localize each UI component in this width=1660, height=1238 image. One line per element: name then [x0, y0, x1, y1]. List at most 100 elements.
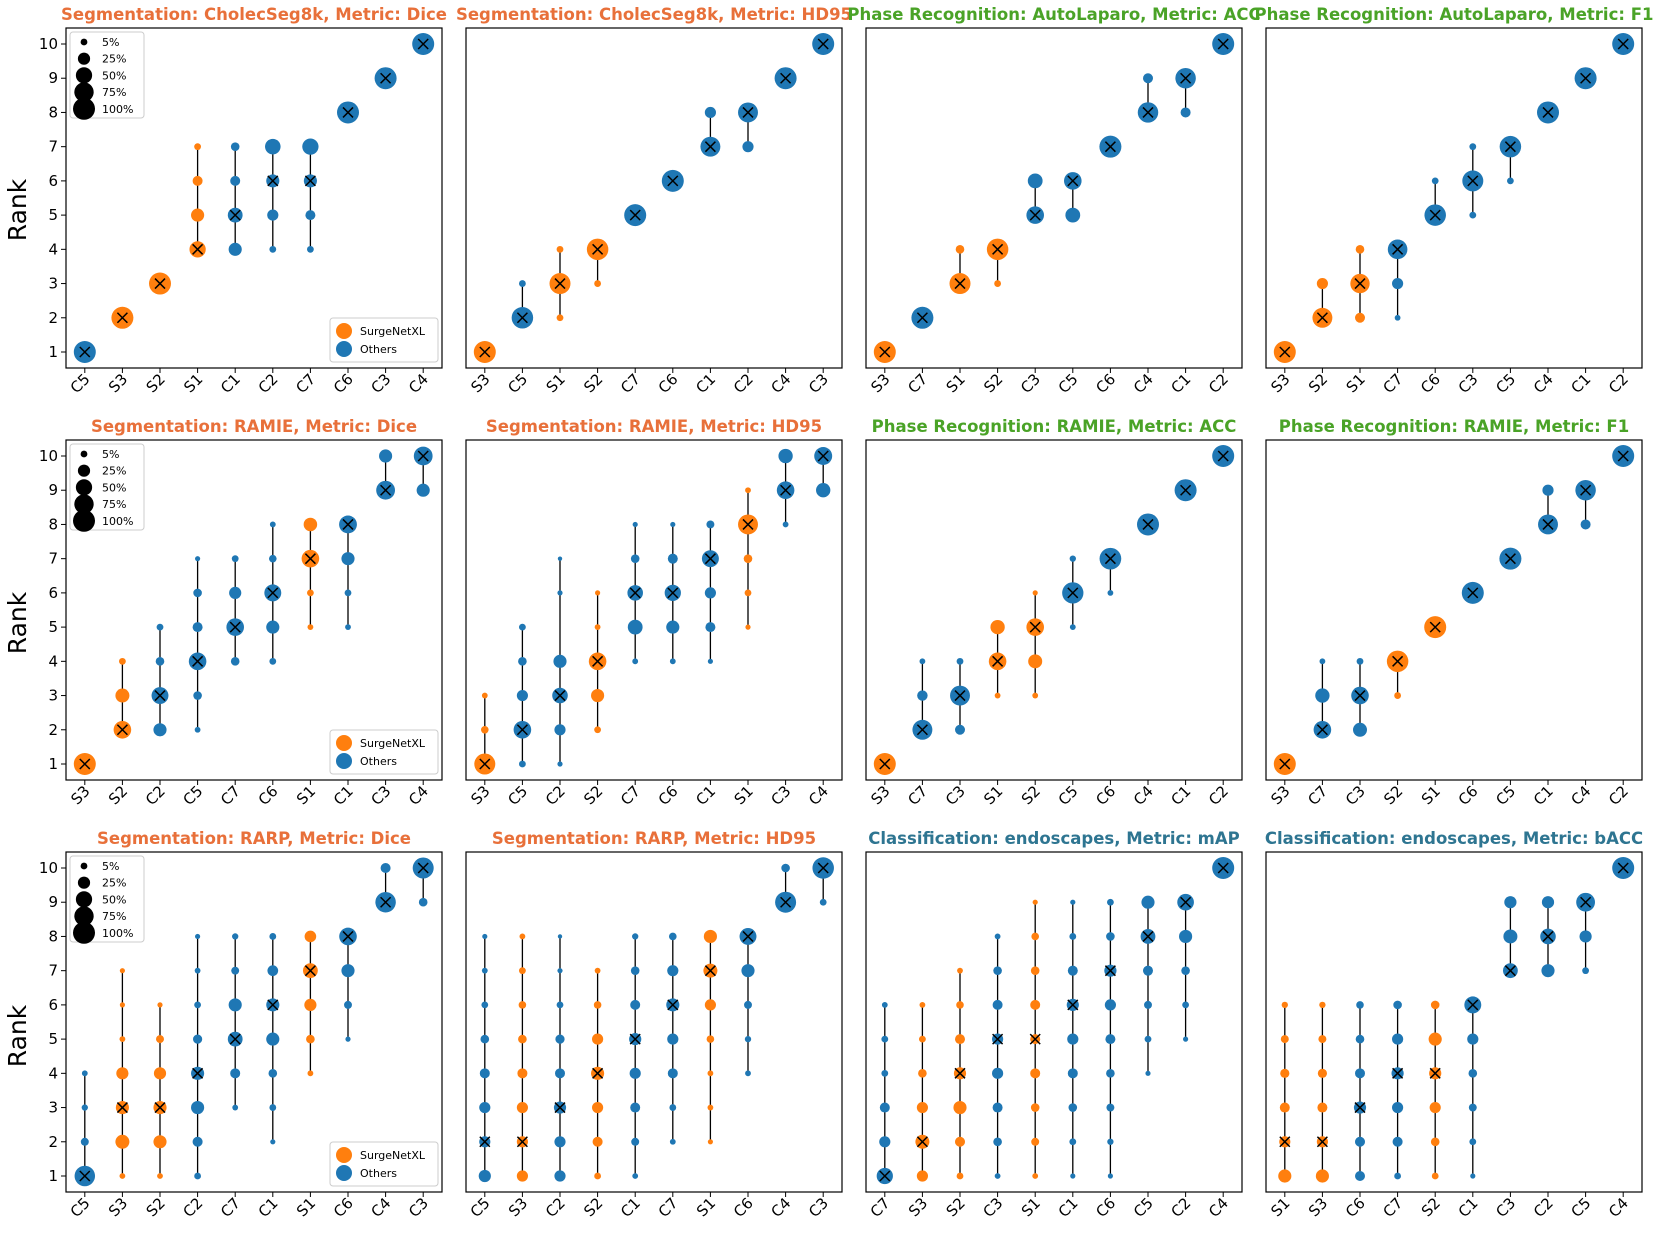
- plot-frame: [465, 851, 843, 1193]
- rank-point: [519, 280, 526, 287]
- rank-point: [1319, 1001, 1326, 1009]
- rank-point: [1181, 966, 1190, 975]
- rank-point: [1392, 277, 1404, 290]
- y-tick-label: 9: [48, 893, 58, 911]
- rank-point: [195, 556, 201, 562]
- rank-point: [269, 1104, 277, 1111]
- x-tick-label: C6: [1342, 1194, 1369, 1221]
- rank-point: [1070, 1173, 1076, 1179]
- rank-point: [554, 1170, 566, 1182]
- rank-point: [592, 1136, 603, 1147]
- x-tick-label: S3: [1305, 1194, 1331, 1220]
- size-legend-marker: [73, 921, 95, 944]
- x-tick-label: S2: [143, 370, 169, 396]
- median-rank-marker: [1354, 278, 1366, 290]
- rank-point: [669, 658, 676, 665]
- rank-point: [630, 966, 640, 975]
- median-rank-marker: [1617, 862, 1629, 874]
- y-tick-label: 4: [48, 240, 58, 258]
- size-legend-label: 75%: [102, 86, 126, 99]
- y-axis-label-row3: Rank: [3, 1004, 32, 1067]
- rank-point: [1469, 1138, 1477, 1146]
- rank-point: [1182, 1001, 1189, 1009]
- median-rank-marker: [79, 1170, 91, 1182]
- median-rank-marker: [742, 106, 754, 118]
- x-tick-label: C1: [1530, 782, 1557, 809]
- median-rank-marker: [342, 106, 354, 118]
- rank-point: [156, 1035, 164, 1044]
- rank-point: [1031, 932, 1039, 941]
- rank-point: [345, 624, 351, 631]
- x-tick-label: C4: [1130, 782, 1157, 809]
- x-tick-label: S2: [1018, 782, 1044, 808]
- rank-point: [919, 1035, 926, 1043]
- rank-point: [1394, 314, 1401, 321]
- rank-point: [305, 210, 316, 221]
- series-legend-label: SurgeNetXL: [360, 737, 426, 750]
- median-rank-marker: [479, 1136, 491, 1148]
- median-rank-marker: [1217, 38, 1229, 50]
- x-tick-label: C3: [405, 1194, 432, 1221]
- rank-point: [956, 1172, 964, 1180]
- x-tick-label: C1: [217, 370, 244, 397]
- rank-point: [994, 933, 1001, 940]
- rank-point: [632, 521, 638, 528]
- x-tick-label: S2: [980, 370, 1006, 396]
- rank-point: [1315, 688, 1330, 703]
- chart-panel: Segmentation: RARP, Metric: Dice 1 2 3 4 5 6 7 8…: [39, 829, 443, 1221]
- x-tick-label: C4: [1130, 370, 1157, 397]
- rank-point: [1105, 1034, 1116, 1045]
- median-rank-marker: [667, 587, 679, 599]
- rank-point: [741, 964, 755, 978]
- x-tick-label: C3: [980, 1194, 1007, 1221]
- x-tick-label: C2: [1605, 370, 1632, 397]
- median-rank-marker: [1104, 141, 1116, 153]
- rank-point: [194, 967, 201, 974]
- rank-point: [1143, 73, 1153, 84]
- rank-point: [232, 1104, 239, 1111]
- y-tick-label: 2: [48, 721, 58, 739]
- size-legend-marker: [77, 464, 91, 477]
- rank-point: [1470, 1173, 1476, 1179]
- x-tick-label: S1: [293, 782, 319, 808]
- rank-point: [1143, 965, 1153, 976]
- rank-point: [1141, 895, 1155, 909]
- rank-point: [1067, 965, 1078, 976]
- rank-point: [594, 624, 601, 631]
- median-rank-marker: [267, 175, 279, 187]
- rank-point: [192, 622, 203, 633]
- plot-frame: [1265, 439, 1643, 781]
- x-tick-label: C6: [330, 1194, 357, 1221]
- median-rank-marker: [1429, 621, 1441, 633]
- median-rank-marker: [1429, 1067, 1441, 1079]
- rank-point: [481, 1001, 489, 1009]
- median-rank-marker: [1580, 72, 1592, 84]
- rank-point: [192, 175, 203, 186]
- rank-point: [229, 586, 242, 599]
- median-rank-marker: [592, 243, 604, 255]
- rank-point: [1355, 1068, 1365, 1079]
- rank-point: [992, 1102, 1003, 1113]
- rank-point: [706, 1035, 715, 1043]
- x-tick-label: C6: [655, 370, 682, 397]
- rank-point: [1180, 107, 1191, 118]
- rank-point: [1069, 1138, 1077, 1146]
- y-tick-label: 1: [48, 343, 58, 361]
- x-tick-label: S1: [943, 370, 969, 396]
- chart-title: Phase Recognition: AutoLaparo, Metric: F…: [1255, 5, 1654, 24]
- median-rank-marker: [1467, 587, 1479, 599]
- x-tick-label: C3: [1342, 782, 1369, 809]
- rank-point: [881, 1069, 889, 1077]
- rank-point: [1032, 1173, 1039, 1179]
- rank-point: [232, 933, 239, 940]
- rank-point: [782, 521, 789, 528]
- series-legend-label: Others: [360, 1167, 397, 1180]
- rank-point: [1503, 929, 1518, 944]
- rank-point: [478, 1169, 491, 1183]
- rank-point: [1027, 173, 1043, 189]
- rank-point: [344, 1000, 352, 1009]
- rank-point: [1356, 657, 1364, 665]
- median-rank-marker: [154, 278, 166, 290]
- rank-point: [955, 1136, 965, 1147]
- x-tick-label: S3: [467, 370, 493, 396]
